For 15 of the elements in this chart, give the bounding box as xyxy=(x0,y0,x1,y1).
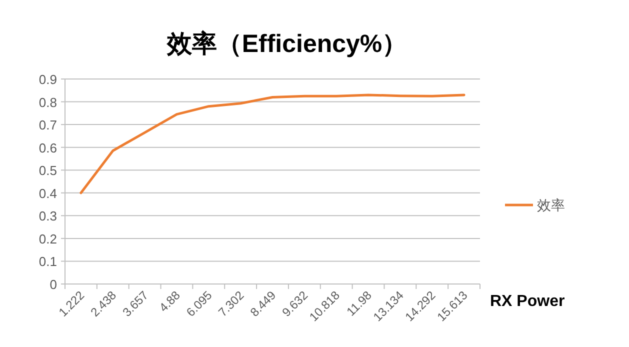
y-tick-label: 0.4 xyxy=(38,186,57,201)
chart-title: 效率（Efficiency%） xyxy=(166,30,408,58)
y-tick-label: 0.8 xyxy=(38,94,57,110)
legend: 效率 xyxy=(505,197,565,213)
y-tick-label: 0.7 xyxy=(38,118,57,133)
y-tick-label: 0 xyxy=(50,277,57,292)
legend-label: 效率 xyxy=(537,197,565,213)
y-tick-label: 0.9 xyxy=(38,72,57,87)
y-tick-label: 0.1 xyxy=(38,254,57,270)
y-tick-label: 0.6 xyxy=(38,140,57,156)
x-axis-title: RX Power xyxy=(490,293,565,310)
x-tick-label: 4.88 xyxy=(156,288,184,315)
y-tick-label: 0.2 xyxy=(38,231,57,246)
y-tick-label: 0.5 xyxy=(38,163,57,178)
y-tick-label: 0.3 xyxy=(38,208,57,224)
